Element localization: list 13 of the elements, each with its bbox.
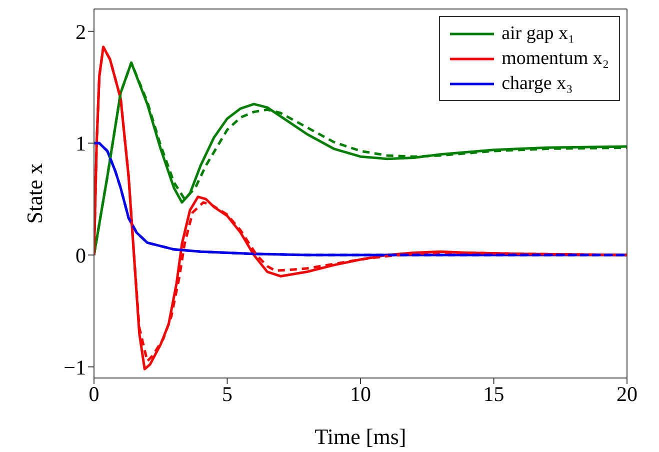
legend-label: air gap x₁ — [502, 22, 575, 46]
y-tick-label: −1 — [64, 355, 86, 380]
x-tick-label: 20 — [616, 382, 638, 406]
y-tick-label: 2 — [76, 20, 86, 44]
x-axis-title: Time [ms] — [314, 424, 406, 449]
y-tick-label: 1 — [76, 132, 86, 156]
y-tick-label: 0 — [76, 243, 86, 268]
x-tick-label: 10 — [350, 382, 371, 406]
x-tick-label: 15 — [483, 382, 504, 406]
legend-label: momentum x₂ — [502, 47, 609, 71]
x-tick-label: 5 — [222, 382, 232, 406]
y-axis-title: State x — [22, 163, 47, 224]
legend-label: charge x₃ — [502, 72, 573, 96]
